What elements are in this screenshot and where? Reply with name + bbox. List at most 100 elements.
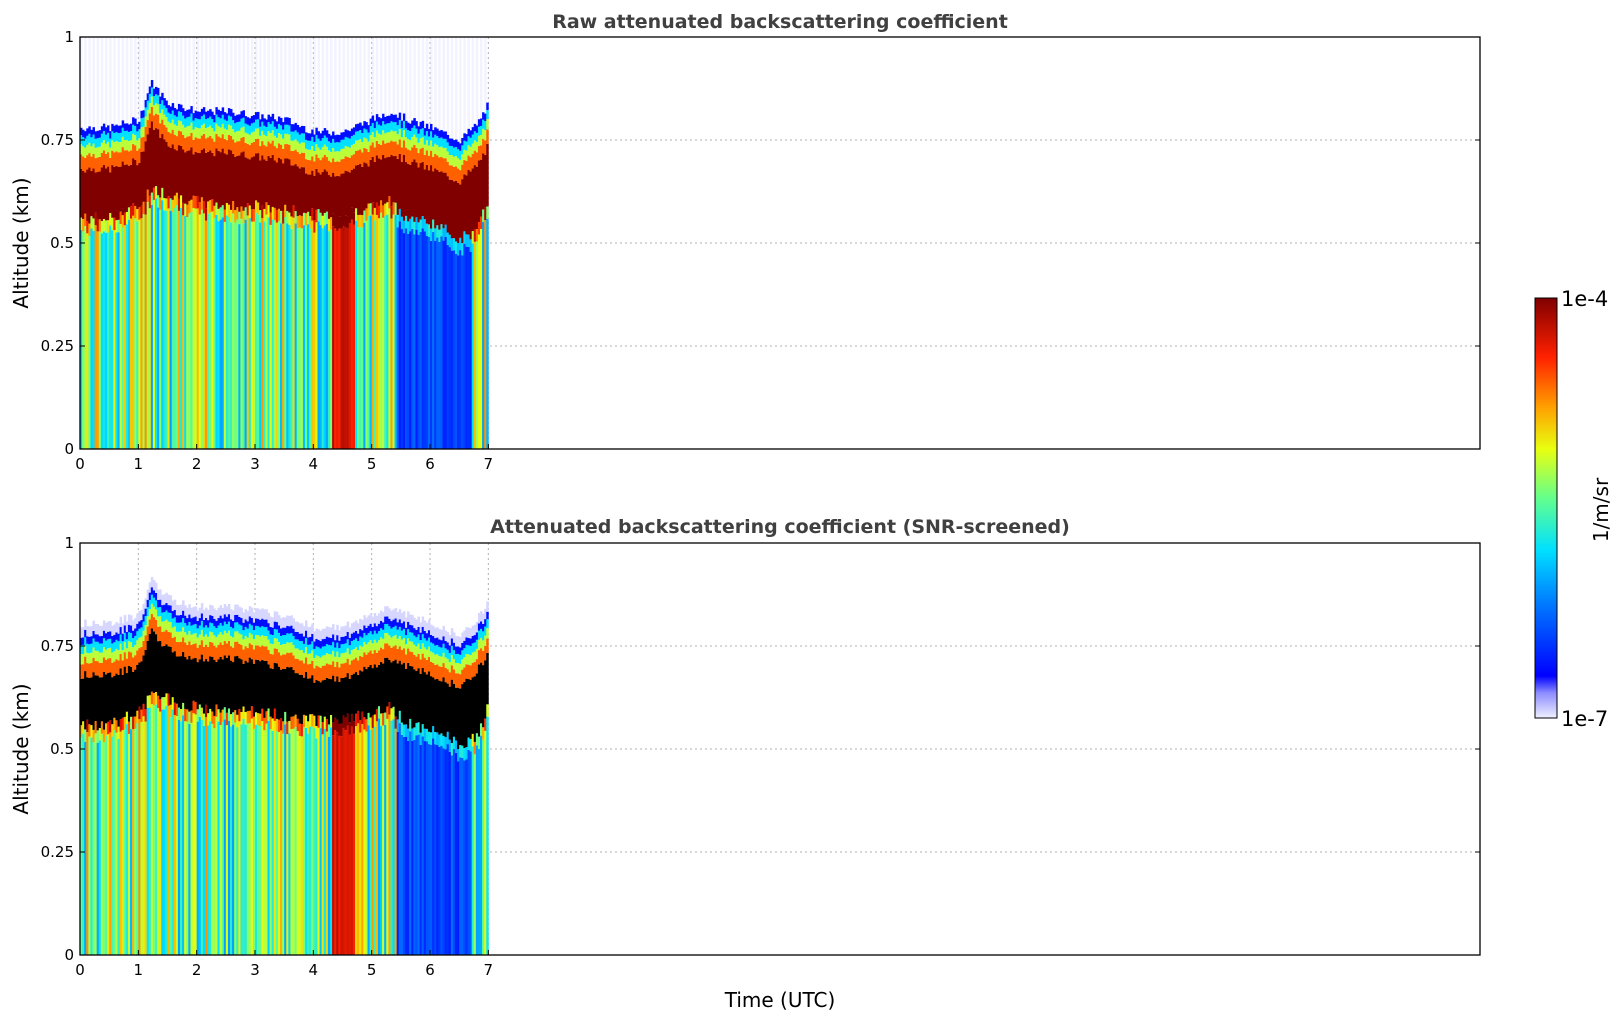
heatmap-cell	[423, 135, 427, 145]
heatmap-cell	[432, 146, 435, 157]
noise-cell	[352, 622, 356, 633]
noise-cell	[432, 625, 435, 637]
heatmap-cell	[411, 641, 414, 653]
noise-cell	[486, 601, 489, 612]
heatmap-cell	[121, 227, 125, 449]
heatmap-cell	[209, 721, 212, 955]
heatmap-cell	[369, 640, 373, 651]
noise-cell	[342, 626, 345, 637]
heatmap-cell	[284, 217, 287, 449]
heatmap-cell	[84, 629, 87, 638]
heatmap-cell	[392, 636, 395, 647]
heatmap-cell	[209, 656, 212, 709]
heatmap-cell	[396, 719, 400, 732]
noise-cell	[452, 632, 456, 643]
heatmap-cell	[207, 627, 210, 637]
heatmap-cell	[369, 623, 373, 632]
heatmap-cell	[202, 107, 206, 115]
heatmap-cell	[275, 622, 279, 630]
heatmap-cell	[157, 114, 160, 130]
heatmap-cell	[480, 637, 483, 649]
heatmap-cell	[217, 618, 220, 626]
noise-cell	[148, 582, 152, 593]
heatmap-cell	[421, 120, 425, 129]
heatmap-cell	[382, 725, 385, 955]
heatmap-cell	[223, 119, 227, 129]
heatmap-cell	[359, 214, 362, 228]
heatmap-cell	[448, 672, 452, 687]
heatmap-cell	[434, 143, 437, 155]
noise-cell	[484, 608, 487, 620]
heatmap-cell	[211, 138, 214, 153]
heatmap-cell	[290, 652, 293, 667]
heatmap-cell	[242, 718, 245, 955]
heatmap-cell	[194, 151, 198, 197]
heatmap-cell	[107, 648, 110, 659]
heatmap-cell	[338, 640, 341, 649]
heatmap-cell	[392, 114, 395, 123]
heatmap-cell	[155, 186, 158, 199]
heatmap-cell	[130, 164, 133, 207]
heatmap-cell	[288, 212, 291, 225]
heatmap-cell	[309, 149, 312, 161]
heatmap-cell	[196, 152, 200, 197]
heatmap-cell	[348, 157, 352, 173]
heatmap-cell	[436, 654, 439, 665]
heatmap-cell	[440, 681, 443, 734]
heatmap-cell	[84, 637, 87, 647]
heatmap-cell	[213, 635, 216, 646]
heatmap-cell	[438, 229, 441, 242]
heatmap-cell	[398, 129, 402, 140]
heatmap-cell	[188, 116, 191, 126]
heatmap-cell	[305, 139, 308, 149]
heatmap-cell	[477, 650, 481, 665]
heatmap-cell	[361, 630, 364, 638]
heatmap-cell	[125, 673, 129, 712]
heatmap-cell	[194, 137, 198, 152]
heatmap-cell	[134, 635, 137, 645]
heatmap-cell	[357, 723, 360, 955]
heatmap-cell	[100, 662, 104, 678]
heatmap-cell	[442, 147, 445, 159]
heatmap-cell	[425, 223, 429, 236]
heatmap-cell	[480, 145, 483, 160]
heatmap-cell	[357, 633, 360, 642]
heatmap-cell	[175, 109, 179, 117]
heatmap-cell	[219, 219, 223, 449]
heatmap-cell	[211, 128, 214, 139]
heatmap-cell	[334, 681, 337, 718]
heatmap-cell	[175, 205, 179, 449]
y-tick-label: 0.5	[50, 740, 74, 758]
heatmap-cell	[352, 168, 356, 213]
heatmap-cell	[425, 728, 429, 742]
heatmap-cell	[105, 127, 108, 135]
heatmap-cell	[165, 644, 168, 694]
heatmap-cell	[257, 626, 260, 636]
heatmap-cell	[205, 644, 208, 660]
heatmap-cell	[315, 726, 318, 739]
heatmap-cell	[171, 212, 175, 449]
heatmap-cell	[161, 697, 164, 710]
heatmap-cell	[255, 618, 258, 626]
heatmap-cell	[207, 137, 210, 152]
heatmap-cell	[80, 144, 83, 155]
heatmap-cell	[377, 631, 381, 641]
heatmap-cell	[182, 202, 185, 216]
heatmap-cell	[119, 132, 123, 142]
heatmap-cell	[219, 656, 223, 713]
heatmap-cell	[186, 644, 189, 660]
heatmap-cell	[292, 140, 295, 151]
heatmap-cell	[259, 222, 262, 449]
heatmap-cell	[313, 150, 316, 162]
heatmap-cell	[90, 129, 93, 138]
heatmap-cell	[319, 728, 323, 955]
heatmap-cell	[315, 655, 318, 666]
heatmap-cell	[298, 650, 302, 661]
heatmap-cell	[134, 655, 137, 670]
heatmap-cell	[259, 619, 262, 628]
heatmap-cell	[252, 122, 256, 132]
heatmap-cell	[132, 158, 135, 204]
heatmap-cell	[161, 119, 164, 135]
heatmap-cell	[394, 141, 398, 156]
heatmap-cell	[323, 728, 327, 955]
